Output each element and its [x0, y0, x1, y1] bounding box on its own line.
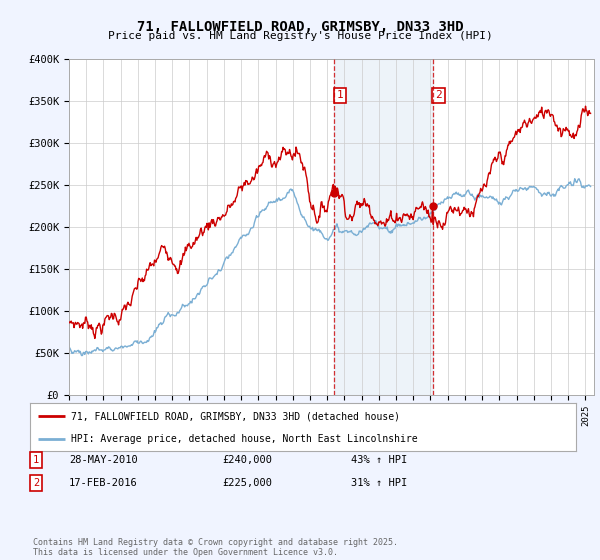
Text: 71, FALLOWFIELD ROAD, GRIMSBY, DN33 3HD (detached house): 71, FALLOWFIELD ROAD, GRIMSBY, DN33 3HD … [71, 411, 400, 421]
Text: 28-MAY-2010: 28-MAY-2010 [69, 455, 138, 465]
Text: 43% ↑ HPI: 43% ↑ HPI [351, 455, 407, 465]
Text: 2: 2 [33, 478, 39, 488]
Text: 1: 1 [337, 90, 344, 100]
Text: £225,000: £225,000 [222, 478, 272, 488]
Text: 1: 1 [33, 455, 39, 465]
Text: £240,000: £240,000 [222, 455, 272, 465]
Text: Price paid vs. HM Land Registry's House Price Index (HPI): Price paid vs. HM Land Registry's House … [107, 31, 493, 41]
Bar [334, 59, 433, 395]
Text: 31% ↑ HPI: 31% ↑ HPI [351, 478, 407, 488]
Text: 17-FEB-2016: 17-FEB-2016 [69, 478, 138, 488]
Text: Contains HM Land Registry data © Crown copyright and database right 2025.
This d: Contains HM Land Registry data © Crown c… [33, 538, 398, 557]
Text: 71, FALLOWFIELD ROAD, GRIMSBY, DN33 3HD: 71, FALLOWFIELD ROAD, GRIMSBY, DN33 3HD [137, 20, 463, 34]
Text: 2: 2 [435, 90, 442, 100]
Text: HPI: Average price, detached house, North East Lincolnshire: HPI: Average price, detached house, Nort… [71, 434, 418, 444]
